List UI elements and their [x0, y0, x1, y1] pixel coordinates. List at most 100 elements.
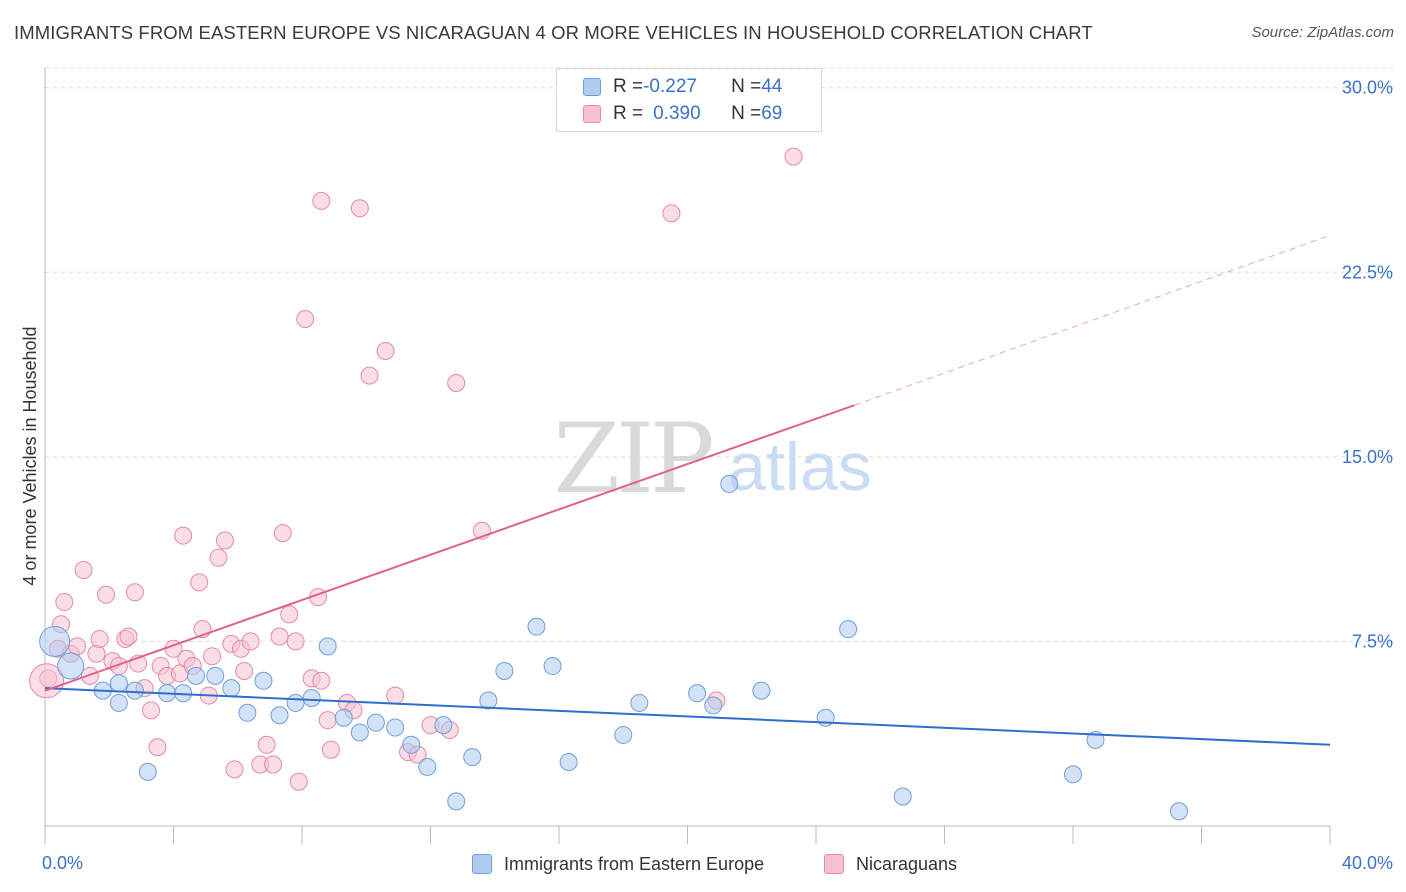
legend-swatch-blue — [583, 78, 601, 96]
legend-row-nicaraguans: R = 0.390 N = 69 — [583, 101, 782, 127]
data-point-eastern-europe — [893, 787, 912, 806]
data-point-nicaraguans — [68, 637, 87, 656]
axes — [44, 68, 1331, 844]
bottom-legend-eastern-europe: Immigrants from Eastern Europe — [472, 852, 764, 876]
data-point-eastern-europe — [630, 693, 649, 712]
bottom-legend-swatch-blue — [472, 854, 492, 874]
data-point-eastern-europe — [270, 706, 289, 725]
y-axis-label: 4 or more Vehicles in Household — [20, 326, 40, 585]
data-point-nicaraguans — [209, 548, 228, 567]
legend-n-label: N = — [731, 76, 762, 97]
legend-n-label: N = — [731, 103, 762, 124]
legend: R = -0.227 N = 44 R = 0.390 N = 69 — [556, 68, 822, 132]
data-point-eastern-europe — [839, 620, 858, 639]
data-point-nicaraguans — [360, 366, 379, 385]
data-point-nicaraguans — [264, 755, 283, 774]
data-point-nicaraguans — [321, 740, 340, 759]
data-point-eastern-europe — [402, 735, 421, 754]
data-point-nicaraguans — [215, 531, 234, 550]
trendline-nicaraguans — [44, 404, 855, 692]
trendlines — [44, 234, 1331, 746]
data-point-eastern-europe — [125, 681, 144, 700]
data-point-nicaraguans — [296, 310, 315, 329]
data-point-nicaraguans — [190, 573, 209, 592]
chart-title: IMMIGRANTS FROM EASTERN EUROPE VS NICARA… — [14, 22, 1093, 43]
data-point-eastern-europe — [720, 474, 739, 493]
data-point-nicaraguans — [273, 524, 292, 543]
data-point-eastern-europe — [254, 671, 273, 690]
data-point-eastern-europe — [527, 617, 546, 636]
y-tick-label: 22.5% — [1342, 262, 1393, 282]
bottom-legend-swatch-pink — [824, 854, 844, 874]
data-point-nicaraguans — [142, 701, 161, 720]
data-point-eastern-europe — [1170, 802, 1189, 821]
gridlines — [45, 67, 1394, 642]
data-point-eastern-europe — [302, 689, 321, 708]
legend-swatch-pink — [583, 105, 601, 123]
data-point-nicaraguans — [80, 666, 99, 685]
data-point-eastern-europe — [109, 674, 128, 693]
data-point-nicaraguans — [376, 342, 395, 361]
data-point-eastern-europe — [434, 716, 453, 735]
data-point-eastern-europe — [222, 679, 241, 698]
x-tick-labels: 0.0% 40.0% — [42, 853, 1393, 873]
data-point-eastern-europe — [318, 637, 337, 656]
legend-r-label: R = — [613, 103, 644, 124]
data-point-eastern-europe — [138, 762, 157, 781]
y-tick-labels: 7.5% 15.0% 22.5% 30.0% — [1342, 78, 1393, 652]
data-point-nicaraguans — [74, 561, 93, 580]
watermark: ZIP atlas — [553, 403, 871, 515]
data-point-nicaraguans — [257, 735, 276, 754]
data-point-nicaraguans — [447, 374, 466, 393]
data-point-eastern-europe — [418, 757, 437, 776]
data-point-eastern-europe — [704, 696, 723, 715]
data-point-eastern-europe — [186, 666, 205, 685]
y-tick-label: 7.5% — [1352, 631, 1393, 651]
data-point-eastern-europe — [57, 652, 85, 680]
data-point-nicaraguans — [87, 644, 106, 663]
data-point-eastern-europe — [479, 691, 498, 710]
data-point-eastern-europe — [366, 713, 385, 732]
data-point-nicaraguans — [97, 585, 116, 604]
data-point-nicaraguans — [125, 583, 144, 602]
y-tick-label: 30.0% — [1342, 78, 1393, 98]
data-point-eastern-europe — [614, 725, 633, 744]
data-point-nicaraguans — [90, 629, 109, 648]
x-tick-label: 40.0% — [1342, 853, 1393, 873]
data-point-nicaraguans — [286, 632, 305, 651]
data-point-eastern-europe — [286, 693, 305, 712]
bottom-legend-label: Nicaraguans — [856, 853, 958, 874]
data-point-eastern-europe — [206, 666, 225, 685]
data-point-nicaraguans — [289, 772, 308, 791]
legend-r-value: -0.227 — [643, 76, 697, 97]
trendline-nicaraguans-extension — [854, 234, 1331, 406]
data-point-eastern-europe — [109, 693, 128, 712]
data-point-eastern-europe — [463, 748, 482, 767]
data-point-eastern-europe — [543, 657, 562, 676]
data-point-eastern-europe — [1064, 765, 1082, 784]
data-point-nicaraguans — [235, 661, 254, 680]
source-note: Source: ZipAtlas.com — [1251, 24, 1394, 41]
data-point-nicaraguans — [350, 199, 369, 218]
data-point-nicaraguans — [280, 605, 299, 624]
data-point-nicaraguans — [203, 647, 222, 666]
data-point-nicaraguans — [270, 627, 289, 646]
trendline-eastern-europe — [44, 687, 1331, 746]
data-point-nicaraguans — [318, 711, 337, 730]
data-point-eastern-europe — [39, 625, 71, 657]
bottom-legend-label: Immigrants from Eastern Europe — [504, 853, 765, 874]
legend-n-value: 69 — [761, 103, 783, 124]
data-point-eastern-europe — [386, 718, 405, 737]
data-point-nicaraguans — [119, 627, 138, 646]
data-point-eastern-europe — [559, 753, 578, 772]
data-point-nicaraguans — [55, 593, 74, 612]
watermark-zip: ZIP — [553, 403, 712, 515]
data-point-nicaraguans — [784, 147, 803, 166]
y-tick-label: 15.0% — [1342, 447, 1393, 467]
data-point-nicaraguans — [225, 760, 244, 779]
data-point-nicaraguans — [312, 671, 331, 690]
data-point-eastern-europe — [447, 792, 466, 811]
data-point-eastern-europe — [238, 703, 257, 722]
data-point-eastern-europe — [334, 708, 353, 727]
